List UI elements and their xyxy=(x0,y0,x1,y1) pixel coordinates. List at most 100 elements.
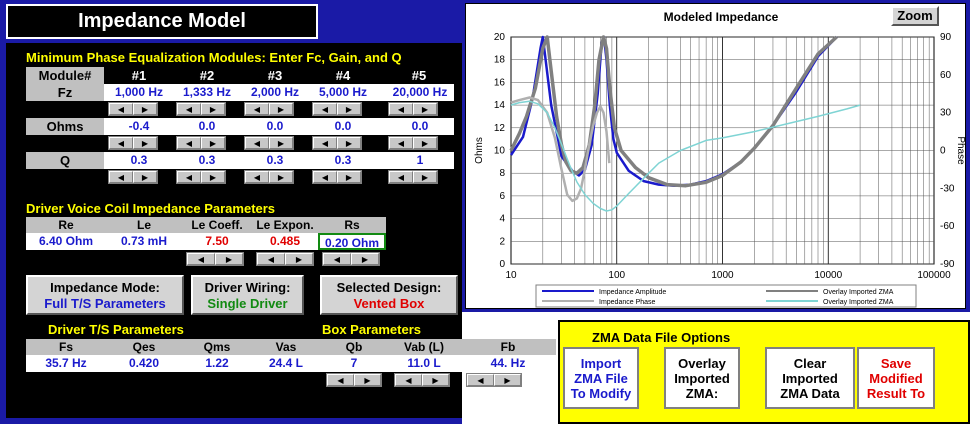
ohms-spinner[interactable]: ◀ ▶ xyxy=(176,136,226,150)
spin-left-icon[interactable]: ◀ xyxy=(389,103,413,115)
save-result-label: Save Modified Result To xyxy=(866,355,926,401)
box-value[interactable]: 7 xyxy=(320,355,388,372)
ohms-value[interactable]: 0.0 xyxy=(242,118,308,135)
spin-right-icon[interactable]: ▶ xyxy=(413,171,437,183)
ts-value[interactable]: 35.7 Hz xyxy=(26,355,106,372)
spin-right-icon[interactable]: ▶ xyxy=(133,137,157,149)
voice-coil-value[interactable]: 0.485 xyxy=(252,233,318,250)
clear-zma-button[interactable]: Clear Imported ZMA Data xyxy=(765,347,855,409)
ts-value[interactable]: 0.420 xyxy=(106,355,182,372)
spin-left-icon[interactable]: ◀ xyxy=(395,374,422,386)
fz-value[interactable]: 1,333 Hz xyxy=(174,84,240,101)
spin-right-icon[interactable]: ▶ xyxy=(354,374,381,386)
fz-value[interactable]: 2,000 Hz xyxy=(242,84,308,101)
spin-left-icon[interactable]: ◀ xyxy=(109,171,133,183)
q-value[interactable]: 0.3 xyxy=(174,152,240,169)
spin-left-icon[interactable]: ◀ xyxy=(177,137,201,149)
spin-right-icon[interactable]: ▶ xyxy=(201,103,225,115)
spin-right-icon[interactable]: ▶ xyxy=(351,253,379,265)
spin-right-icon[interactable]: ▶ xyxy=(269,137,293,149)
spin-right-icon[interactable]: ▶ xyxy=(494,374,521,386)
box-spinner[interactable]: ◀ ▶ xyxy=(326,373,382,387)
q-value[interactable]: 1 xyxy=(386,152,454,169)
spin-left-icon[interactable]: ◀ xyxy=(313,171,337,183)
q-value[interactable]: 0.3 xyxy=(310,152,376,169)
spin-left-icon[interactable]: ◀ xyxy=(389,171,413,183)
fz-spinner[interactable]: ◀ ▶ xyxy=(108,102,158,116)
ohms-spinner[interactable]: ◀ ▶ xyxy=(244,136,294,150)
box-value[interactable]: 44. Hz xyxy=(460,355,556,372)
spin-left-icon[interactable]: ◀ xyxy=(187,253,215,265)
spin-right-icon[interactable]: ▶ xyxy=(133,171,157,183)
spin-right-icon[interactable]: ▶ xyxy=(422,374,449,386)
voice-coil-value[interactable]: 6.40 Ohm xyxy=(26,233,106,250)
spin-left-icon[interactable]: ◀ xyxy=(245,171,269,183)
save-result-button[interactable]: Save Modified Result To xyxy=(857,347,935,409)
fz-spinner[interactable]: ◀ ▶ xyxy=(244,102,294,116)
spin-right-icon[interactable]: ▶ xyxy=(413,103,437,115)
q-spinner[interactable]: ◀ ▶ xyxy=(176,170,226,184)
spin-right-icon[interactable]: ▶ xyxy=(269,171,293,183)
spin-left-icon[interactable]: ◀ xyxy=(389,137,413,149)
spin-right-icon[interactable]: ▶ xyxy=(201,137,225,149)
spin-left-icon[interactable]: ◀ xyxy=(467,374,494,386)
import-zma-button[interactable]: Import ZMA File To Modify xyxy=(563,347,639,409)
zoom-button[interactable]: Zoom xyxy=(891,6,939,26)
ts-value[interactable]: 1.22 xyxy=(182,355,252,372)
q-spinner[interactable]: ◀ ▶ xyxy=(312,170,362,184)
ohms-spinner[interactable]: ◀ ▶ xyxy=(108,136,158,150)
q-value[interactable]: 0.3 xyxy=(106,152,172,169)
voice-coil-spinner[interactable]: ◀ ▶ xyxy=(256,252,314,266)
spin-right-icon[interactable]: ▶ xyxy=(413,137,437,149)
box-value[interactable]: 11.0 L xyxy=(388,355,460,372)
spin-left-icon[interactable]: ◀ xyxy=(323,253,351,265)
spin-right-icon[interactable]: ▶ xyxy=(133,103,157,115)
ohms-value[interactable]: 0.0 xyxy=(310,118,376,135)
fz-spinner[interactable]: ◀ ▶ xyxy=(176,102,226,116)
ohms-spinner[interactable]: ◀ ▶ xyxy=(312,136,362,150)
spin-left-icon[interactable]: ◀ xyxy=(109,137,133,149)
q-spinner[interactable]: ◀ ▶ xyxy=(244,170,294,184)
q-spinner[interactable]: ◀ ▶ xyxy=(108,170,158,184)
voice-coil-value[interactable]: 0.73 mH xyxy=(106,233,182,250)
voice-coil-value[interactable]: 7.50 xyxy=(182,233,252,250)
spin-right-icon[interactable]: ▶ xyxy=(201,171,225,183)
spin-left-icon[interactable]: ◀ xyxy=(257,253,285,265)
q-spinner[interactable]: ◀ ▶ xyxy=(388,170,438,184)
spin-left-icon[interactable]: ◀ xyxy=(327,374,354,386)
spin-left-icon[interactable]: ◀ xyxy=(177,171,201,183)
y2-tick-label: 30 xyxy=(940,108,952,119)
box-spinner[interactable]: ◀ ▶ xyxy=(394,373,450,387)
spin-right-icon[interactable]: ▶ xyxy=(269,103,293,115)
overlay-zma-button[interactable]: Overlay Imported ZMA: xyxy=(664,347,740,409)
voice-coil-value[interactable]: 0.20 Ohm xyxy=(318,233,386,250)
spin-left-icon[interactable]: ◀ xyxy=(313,137,337,149)
spin-right-icon[interactable]: ▶ xyxy=(215,253,243,265)
ts-value[interactable]: 24.4 L xyxy=(252,355,320,372)
fz-spinner[interactable]: ◀ ▶ xyxy=(388,102,438,116)
spin-right-icon[interactable]: ▶ xyxy=(285,253,313,265)
spin-left-icon[interactable]: ◀ xyxy=(245,103,269,115)
ohms-spinner[interactable]: ◀ ▶ xyxy=(388,136,438,150)
box-spinner[interactable]: ◀ ▶ xyxy=(466,373,522,387)
ohms-value[interactable]: -0.4 xyxy=(106,118,172,135)
selected-design-button[interactable]: Selected Design: Vented Box xyxy=(320,275,458,315)
ohms-value[interactable]: 0.0 xyxy=(386,118,454,135)
spin-left-icon[interactable]: ◀ xyxy=(245,137,269,149)
q-value[interactable]: 0.3 xyxy=(242,152,308,169)
spin-right-icon[interactable]: ▶ xyxy=(337,137,361,149)
spin-left-icon[interactable]: ◀ xyxy=(109,103,133,115)
voice-coil-spinner[interactable]: ◀ ▶ xyxy=(186,252,244,266)
spin-left-icon[interactable]: ◀ xyxy=(177,103,201,115)
voice-coil-spinner[interactable]: ◀ ▶ xyxy=(322,252,380,266)
ohms-value[interactable]: 0.0 xyxy=(174,118,240,135)
spin-right-icon[interactable]: ▶ xyxy=(337,171,361,183)
spin-left-icon[interactable]: ◀ xyxy=(313,103,337,115)
spin-right-icon[interactable]: ▶ xyxy=(337,103,361,115)
fz-value[interactable]: 20,000 Hz xyxy=(386,84,454,101)
driver-wiring-button[interactable]: Driver Wiring: Single Driver xyxy=(191,275,304,315)
impedance-mode-button[interactable]: Impedance Mode: Full T/S Parameters xyxy=(26,275,184,315)
fz-value[interactable]: 5,000 Hz xyxy=(310,84,376,101)
fz-value[interactable]: 1,000 Hz xyxy=(106,84,172,101)
fz-spinner[interactable]: ◀ ▶ xyxy=(312,102,362,116)
